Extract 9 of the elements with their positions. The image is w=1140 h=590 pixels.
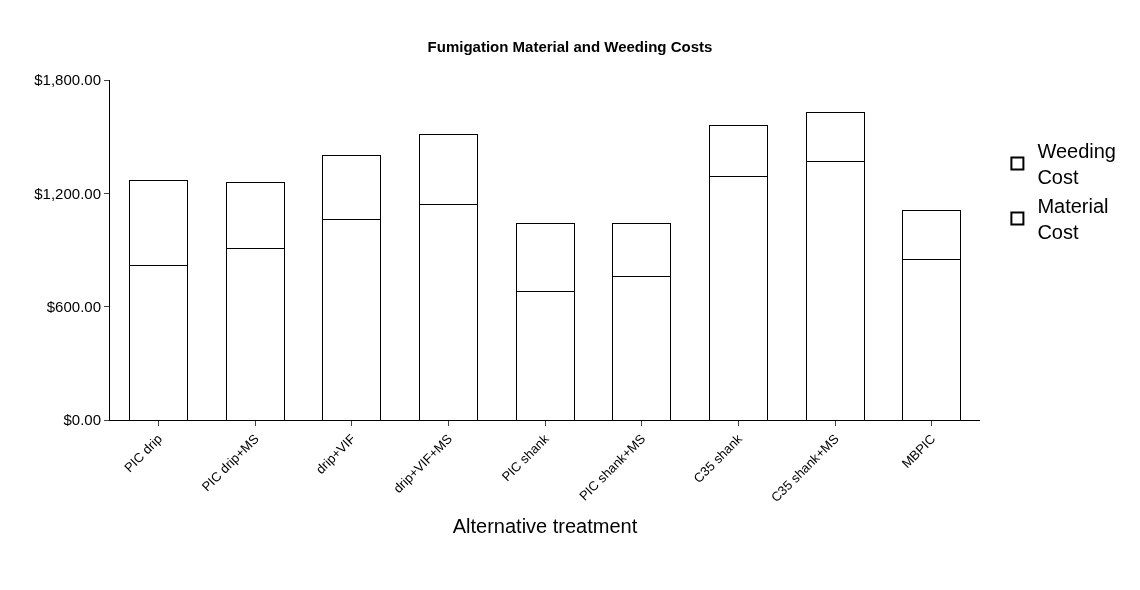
y-tick-label: $600.00 <box>46 297 101 315</box>
x-tick-label: PIC drip <box>121 431 166 476</box>
chart-title: Fumigation Material and Weeding Costs <box>427 37 713 55</box>
x-axis-title: Alternative treatment <box>452 515 638 538</box>
y-tick-label: $1,800.00 <box>34 71 101 89</box>
y-tick-label: $1,200.00 <box>34 184 101 202</box>
legend-label: Weeding Cost <box>1037 140 1116 189</box>
y-tick-label: $0.00 <box>63 411 101 429</box>
legend-label: Material Cost <box>1037 195 1109 244</box>
